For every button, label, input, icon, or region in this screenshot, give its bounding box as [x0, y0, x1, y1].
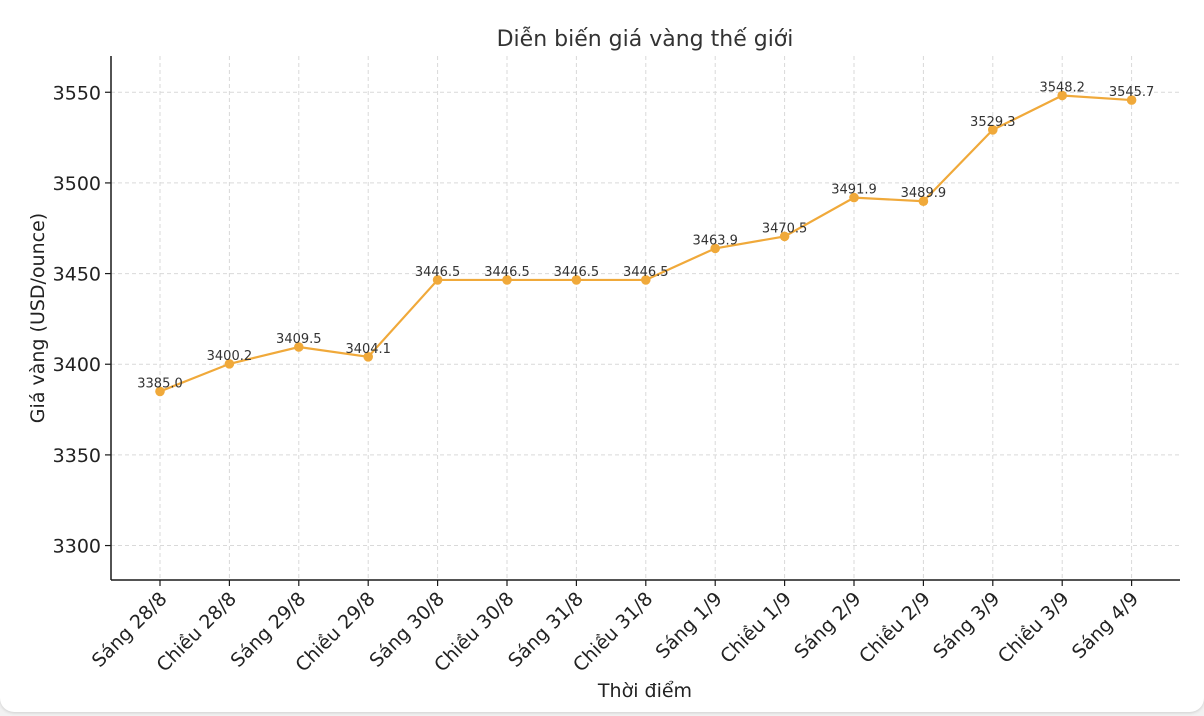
x-tick-label: Sáng 4/9: [1068, 588, 1143, 663]
data-label: 3385.0: [137, 376, 183, 391]
data-point: [641, 275, 651, 285]
x-tick-label: Chiều 1/9: [716, 588, 796, 668]
data-point: [779, 231, 790, 242]
data-point: [502, 275, 512, 285]
data-label: 3491.9: [831, 183, 877, 198]
data-point: [918, 196, 929, 207]
data-point: [1057, 90, 1067, 101]
data-point: [432, 275, 443, 285]
data-point: [571, 275, 582, 285]
y-tick-label: 3350: [53, 445, 101, 467]
x-tick-label: Chiều 3/9: [994, 588, 1074, 668]
data-label: 3529.3: [970, 115, 1016, 130]
y-tick-label: 3400: [53, 354, 101, 376]
data-point: [710, 243, 720, 254]
data-label: 3489.9: [901, 186, 947, 201]
data-label: 3446.5: [484, 265, 530, 280]
x-tick-label: Chiều 2/9: [855, 588, 935, 668]
chart-title: Diễn biến giá vàng thế giới: [497, 26, 794, 52]
series: [155, 90, 1137, 397]
data-point: [224, 359, 235, 369]
y-tick-label: 3500: [53, 173, 101, 195]
data-point: [363, 352, 374, 362]
y-tick-label: 3300: [53, 536, 101, 558]
data-point: [849, 192, 859, 203]
data-label: 3446.5: [623, 265, 669, 280]
series-line: [159, 94, 1132, 393]
data-point: [1126, 95, 1137, 105]
x-axis-label: Thời điểm: [597, 680, 692, 702]
data-label: 3548.2: [1039, 81, 1085, 96]
data-label: 3446.5: [415, 265, 461, 280]
data-point: [988, 124, 998, 135]
data-label: 3545.7: [1109, 85, 1155, 100]
data-point: [155, 386, 165, 397]
data-label: 3409.5: [276, 332, 322, 347]
y-tick-label: 3450: [53, 264, 101, 286]
grid: [111, 56, 1180, 580]
data-label: 3463.9: [692, 233, 738, 248]
data-label: 3446.5: [554, 265, 600, 280]
data-label: 3470.5: [762, 221, 808, 236]
data-label: 3400.2: [207, 349, 253, 364]
y-axis-label: Giá vàng (USD/ounce): [27, 213, 49, 423]
data-point: [294, 342, 304, 352]
data-labels: 3385.0 3400.2 3409.5 3404.1 3446.5 3446.5 3446…: [137, 81, 1154, 392]
y-ticks: 3300 3350 3400 3450 3500 3550: [53, 82, 111, 558]
y-tick-label: 3550: [53, 82, 101, 104]
data-label: 3404.1: [345, 342, 391, 357]
